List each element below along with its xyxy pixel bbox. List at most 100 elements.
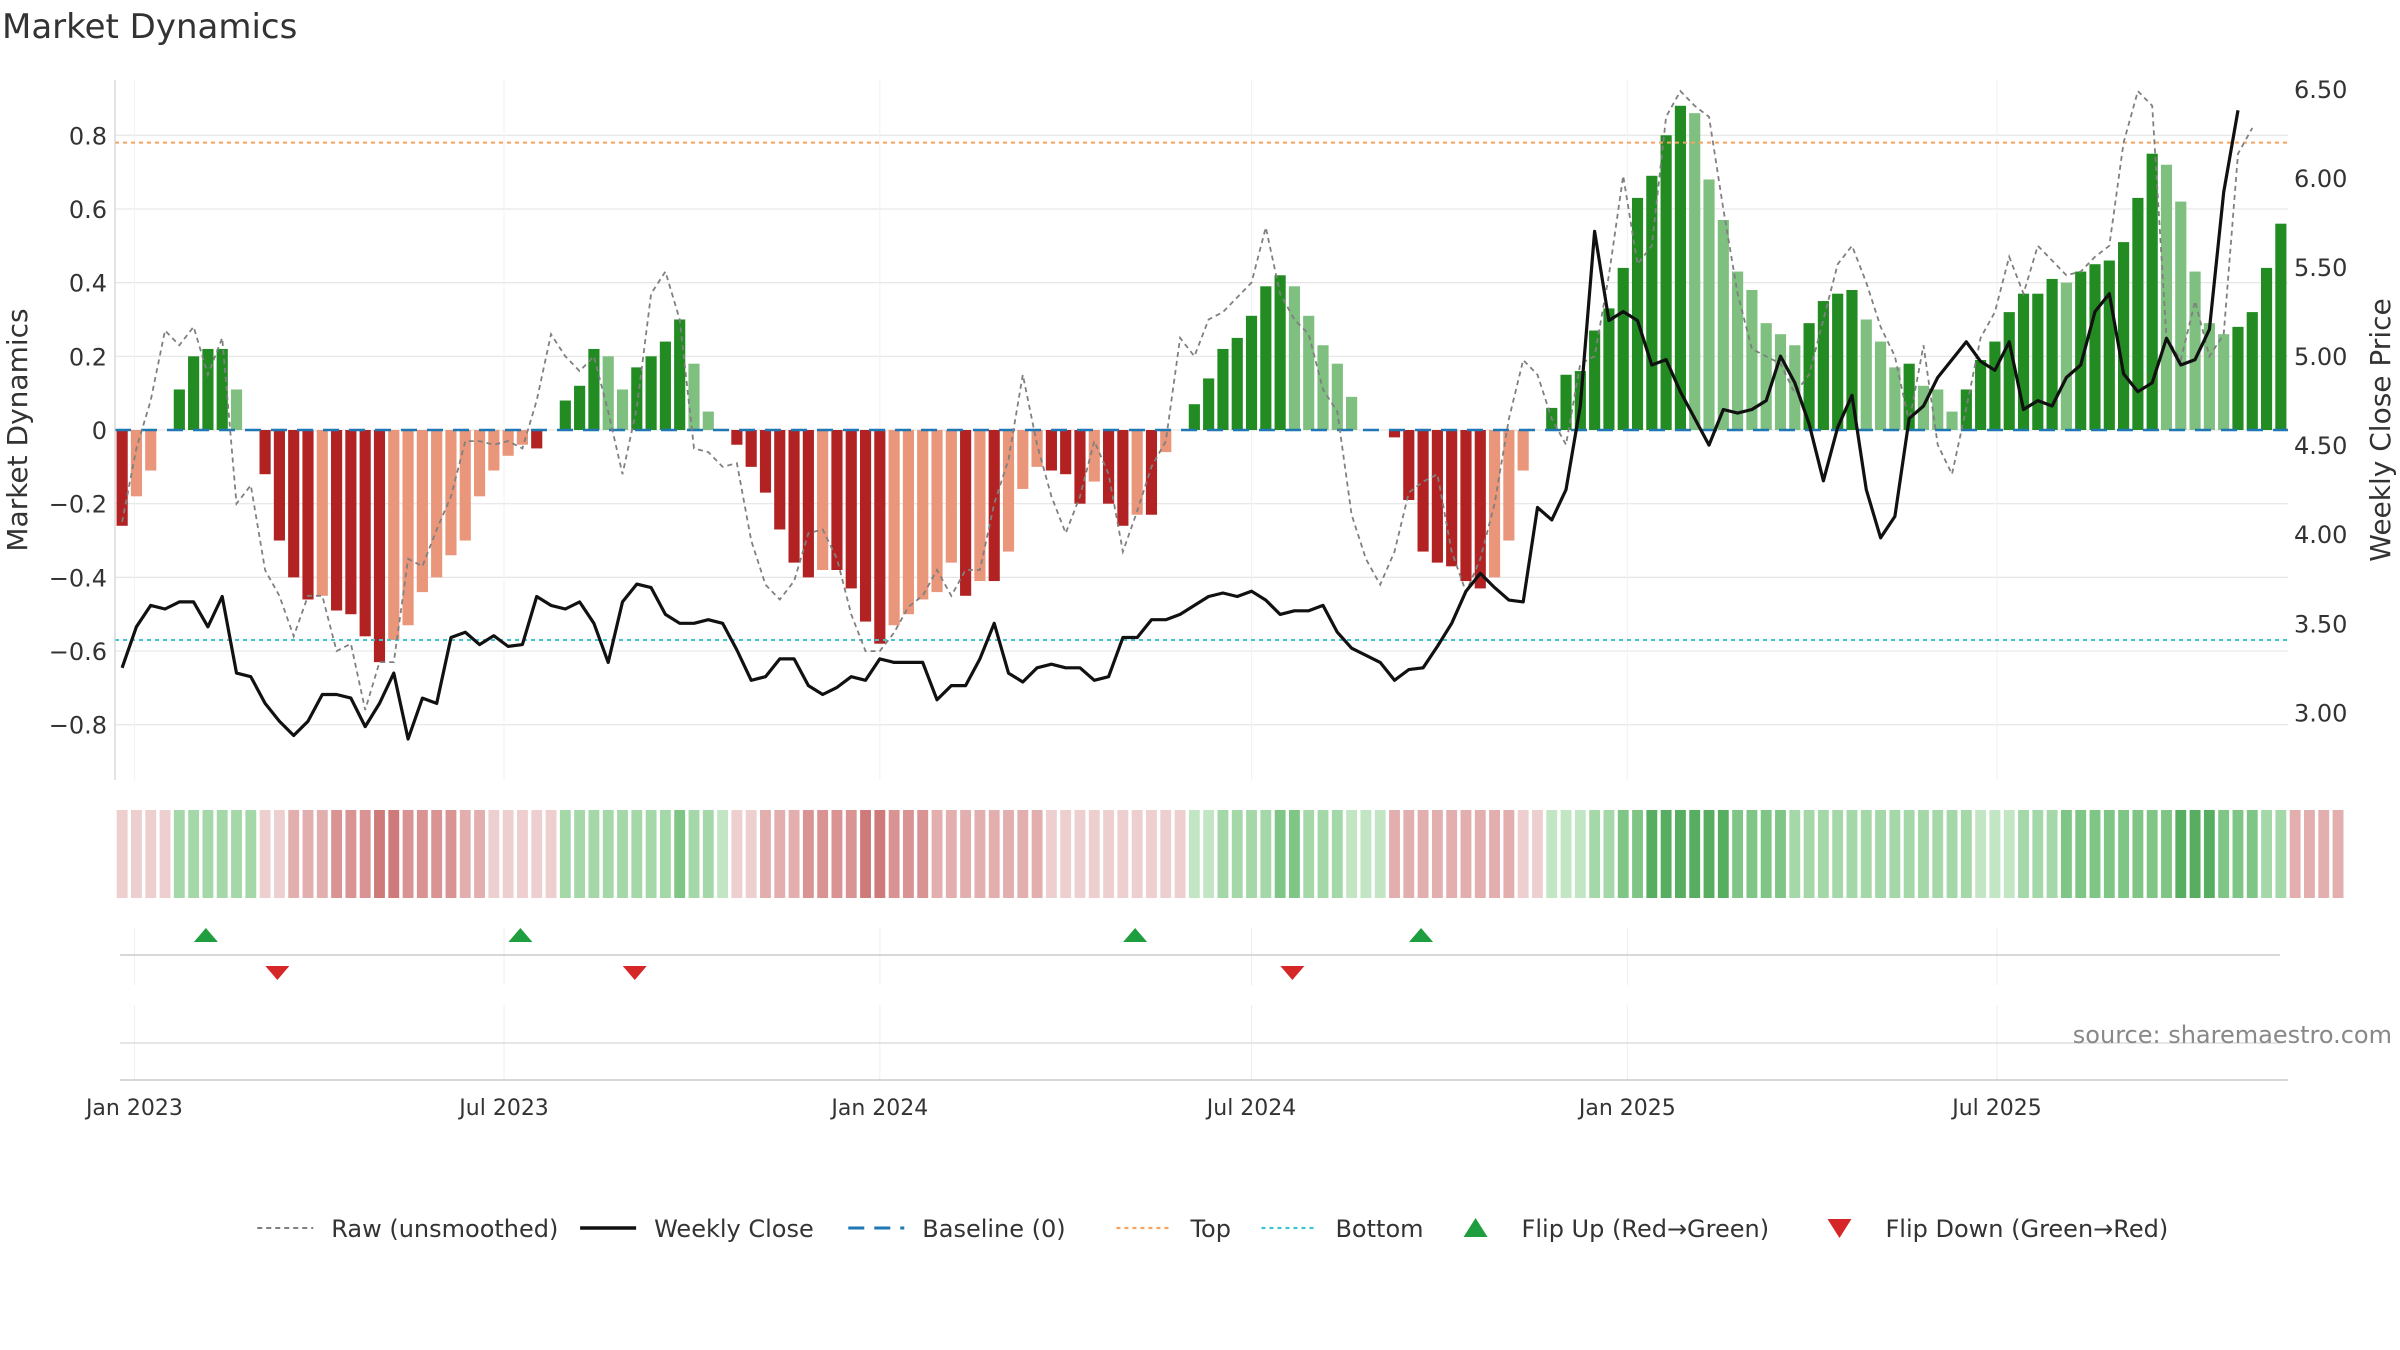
legend-item: Top <box>1116 1215 1231 1243</box>
strip-cell <box>645 810 657 898</box>
bar <box>1145 430 1158 515</box>
bar <box>130 430 143 497</box>
bar <box>1646 175 1658 430</box>
bar <box>173 389 185 430</box>
legend-label: Top <box>1189 1215 1231 1243</box>
bar <box>1503 430 1515 541</box>
strip-cell <box>574 810 586 898</box>
bar <box>1803 323 1815 430</box>
strip-cell <box>760 810 771 898</box>
strip-cell <box>416 810 428 898</box>
bar <box>431 430 443 578</box>
bar <box>2103 260 2115 430</box>
bar <box>488 430 500 471</box>
bar <box>1631 197 1644 430</box>
bar <box>1117 430 1129 526</box>
bar <box>2232 326 2244 430</box>
strip-cell <box>874 810 886 898</box>
bar <box>817 430 829 570</box>
bar <box>273 430 285 541</box>
bar <box>1860 319 1872 430</box>
flip-down-marker <box>622 966 647 980</box>
strip-cell <box>788 810 800 898</box>
strip-cell <box>359 810 371 898</box>
bar <box>473 430 486 497</box>
y-tick-label: −0.8 <box>49 712 107 740</box>
strip-cell <box>2132 810 2144 898</box>
axes: 0.8 0.6 0.4 0.2 0 −0.2 −0.4 −0.6 −0.8 6.50 6.00 5.5… <box>1 76 2397 780</box>
y2-tick-label: 5.00 <box>2294 343 2347 371</box>
bar <box>574 385 586 430</box>
strip-cell <box>302 810 314 898</box>
bar <box>859 430 872 622</box>
bar <box>1732 271 1744 430</box>
strip-cell <box>1889 810 1901 898</box>
strip-cell <box>273 810 285 898</box>
strip-cell <box>902 810 914 898</box>
strip-cell <box>931 810 943 898</box>
strip-cell <box>2275 810 2287 898</box>
strip-cell <box>2060 810 2072 898</box>
bar <box>345 430 357 615</box>
bar <box>731 430 743 445</box>
bar <box>745 430 757 467</box>
bar <box>674 319 686 430</box>
bar <box>2260 267 2273 430</box>
strip-cell <box>1517 810 1529 898</box>
y-tick-label: 0.2 <box>69 343 107 371</box>
strip-cell <box>1088 810 1100 898</box>
strip-cell <box>1603 810 1615 898</box>
strip-cell <box>345 810 357 898</box>
bar <box>1203 378 1215 430</box>
strip-cell <box>1017 810 1029 898</box>
strip-cell <box>1489 810 1501 898</box>
bar <box>1703 179 1715 430</box>
strip-cell <box>245 810 257 898</box>
strip-cell <box>2203 810 2215 898</box>
strip-cell <box>388 810 400 898</box>
bar <box>1045 430 1057 471</box>
bar <box>1403 430 1415 500</box>
strip-cell <box>1274 810 1286 898</box>
strip-cell <box>702 810 714 898</box>
y2-tick-label: 3.00 <box>2294 699 2347 727</box>
bar <box>531 430 543 449</box>
strip-cell <box>1460 810 1472 898</box>
strip-cell <box>974 810 986 898</box>
bar <box>259 430 271 475</box>
bar <box>1274 275 1286 430</box>
strip-cell <box>2118 810 2130 898</box>
bar <box>1589 330 1601 430</box>
strip-cell <box>688 810 700 898</box>
bar <box>945 430 957 563</box>
strip-cell <box>1932 810 1944 898</box>
strip-cell <box>1146 810 1157 898</box>
bar <box>402 430 414 626</box>
legend-swatch <box>1463 1218 1488 1237</box>
strip-cell <box>1817 810 1829 898</box>
strip-cell <box>288 810 300 898</box>
strip-cell <box>2075 810 2087 898</box>
strip-cell <box>502 810 514 898</box>
bar <box>1446 430 1458 567</box>
bar <box>931 430 943 593</box>
bar <box>688 363 700 430</box>
y2-tick-label: 4.50 <box>2294 432 2347 460</box>
legend-label: Bottom <box>1335 1215 1423 1243</box>
bar <box>1817 301 1829 430</box>
strip-cell <box>1174 810 1186 898</box>
x-tick-label: Jan 2025 <box>1577 1096 1676 1121</box>
bar <box>1975 360 1987 430</box>
strip-cell <box>2261 810 2272 898</box>
strip-cell <box>1060 810 1072 898</box>
y2-tick-label: 3.50 <box>2294 610 2347 638</box>
bar <box>1017 430 1029 489</box>
x-tick-label: Jan 2023 <box>84 1096 183 1121</box>
legend-label: Flip Down (Green→Red) <box>1885 1215 2168 1243</box>
bar <box>1689 113 1701 430</box>
flip-up-marker <box>1409 928 1434 942</box>
strip-cell <box>517 810 528 898</box>
bar <box>1031 430 1043 467</box>
raw-line <box>121 89 2254 711</box>
bar <box>516 430 529 445</box>
